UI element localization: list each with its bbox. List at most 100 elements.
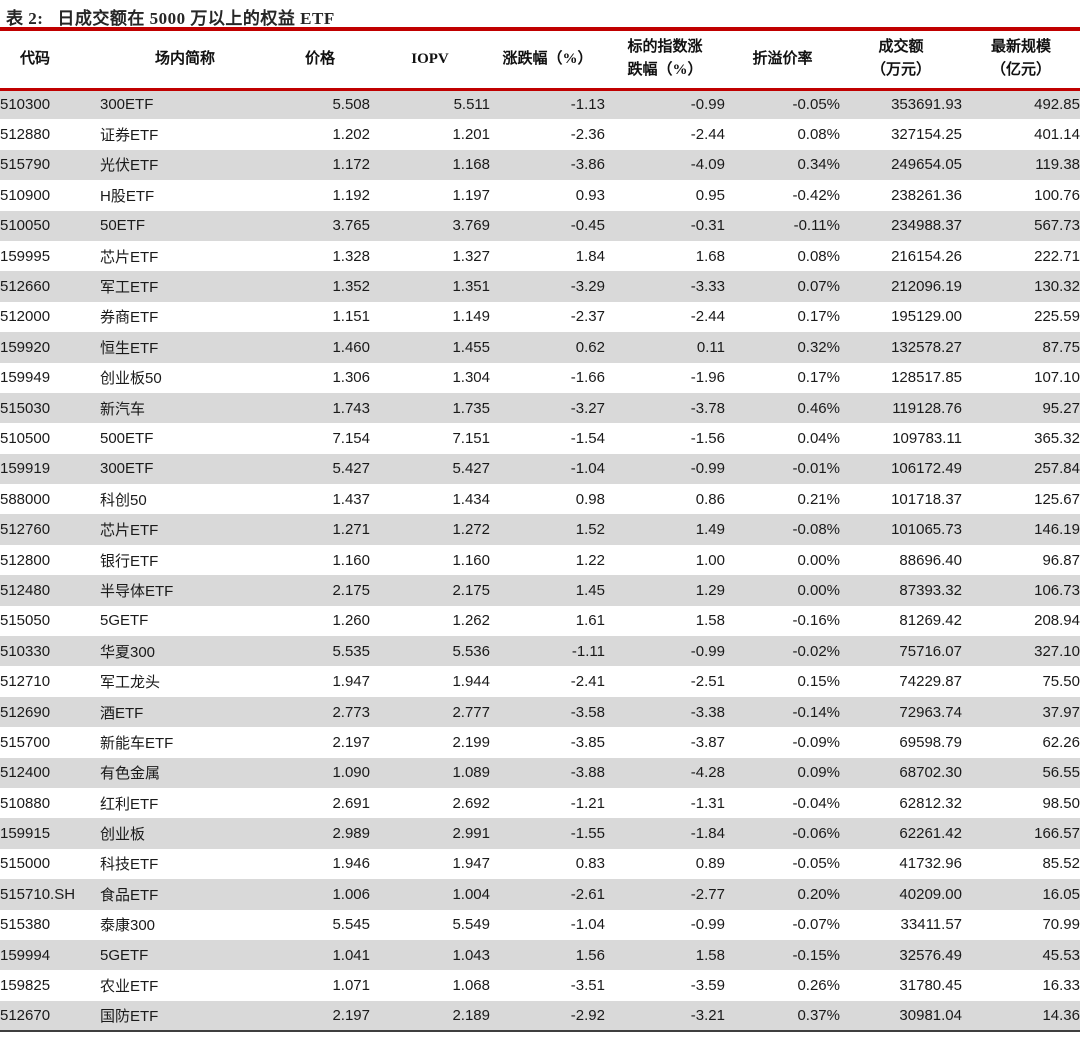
cell-idx: 0.11 [696,338,725,356]
cell-turn: 327154.25 [891,126,962,144]
cell-prem: -0.06% [792,825,840,843]
cell-chg: -3.29 [570,278,605,296]
cell-idx: -2.44 [690,308,725,326]
table-title: 表 2: 日成交额在 5000 万以上的权益 ETF [0,0,1080,28]
cell-idx: 0.95 [695,186,725,204]
cell-chg: -1.04 [570,460,605,478]
cell-name: 国防ETF [100,1007,159,1025]
cell-price: 5.545 [332,916,370,934]
cell-chg: -0.45 [570,217,605,235]
cell-chg: -3.85 [570,733,605,751]
table-row: 159919 300ETF 5.427 5.427 -1.04 -0.99 -0.01% 10… [0,453,1080,485]
cell-idx: -0.99 [690,916,725,934]
cell-idx: -1.96 [690,369,725,387]
table-row: 510500 500ETF 7.154 7.151 -1.54 -1.56 0.04% 109… [0,423,1080,453]
cell-turn: 74229.87 [899,673,962,691]
cell-price: 1.328 [332,247,370,265]
cell-aum: 16.33 [1042,977,1080,995]
cell-aum: 37.97 [1042,703,1080,721]
cell-code: 512880 [0,126,51,144]
table-row: 515030 新汽车 1.743 1.735 -3.27 -3.78 0.46% 119128… [0,392,1080,424]
table-row: 515700 新能车ETF 2.197 2.199 -3.85 -3.87 -0.09% 69… [0,727,1080,757]
cell-code: 512000 [0,308,51,326]
cell-chg: -2.37 [570,308,605,326]
cell-idx: 1.29 [695,581,725,599]
cell-iopv: 1.068 [452,977,490,995]
table-row: 512000 券商ETF 1.151 1.149 -2.37 -2.44 0.17% 1951… [0,302,1080,332]
cell-turn: 40209.00 [899,885,962,903]
cell-turn: 75716.07 [899,642,962,660]
table-row: 510330 华夏300 5.535 5.536 -1.11 -0.99 -0.02% 757… [0,636,1080,667]
cell-prem: 0.09% [797,764,840,782]
cell-name: 有色金属 [100,765,161,783]
column-header-aum: 最新规模 （亿元） [990,39,1051,79]
cell-code: 159920 [0,338,51,356]
header-row: 代码 场内简称 价格 IOPV 涨跌幅（%） 标的指数涨 跌幅（%） 折溢价率 成交额 （万元） 最… [0,31,1080,89]
table-row: 159915 创业板 2.989 2.991 -1.55 -1.84 -0.06% 62261… [0,818,1080,849]
cell-turn: 212096.19 [891,278,962,296]
cell-price: 1.071 [332,977,370,995]
cell-aum: 62.26 [1042,733,1080,751]
cell-code: 159994 [0,946,51,964]
cell-code: 588000 [0,490,51,508]
cell-name: 5GETF [100,612,149,630]
cell-iopv: 1.735 [452,399,490,417]
cell-turn: 69598.79 [899,733,962,751]
cell-iopv: 1.168 [452,156,490,174]
cell-code: 510500 [0,429,51,447]
cell-chg: -2.92 [570,1006,605,1024]
cell-name: 红利ETF [100,795,159,813]
cell-price: 2.175 [332,581,370,599]
cell-price: 5.427 [332,460,370,478]
cell-prem: 0.07% [797,278,840,296]
cell-chg: 0.98 [575,490,605,508]
cell-prem: 0.26% [797,977,840,995]
cell-turn: 33411.57 [900,916,962,934]
cell-code: 515030 [0,399,51,417]
cell-iopv: 5.427 [452,460,490,478]
cell-aum: 130.32 [1034,278,1080,296]
cell-iopv: 2.777 [452,703,490,721]
table-row: 512710 军工龙头 1.947 1.944 -2.41 -2.51 0.15% 74229… [0,666,1080,696]
cell-turn: 101065.73 [891,521,962,539]
cell-turn: 31780.45 [899,977,962,995]
cell-aum: 107.10 [1034,369,1080,387]
cell-idx: -1.31 [690,794,725,812]
cell-price: 2.197 [332,1006,370,1024]
cell-prem: -0.11% [793,217,840,235]
cell-idx: -0.99 [690,642,725,660]
cell-chg: -3.86 [570,156,605,174]
cell-iopv: 1.434 [452,490,490,508]
cell-price: 3.765 [332,217,370,235]
cell-chg: -1.04 [570,916,605,934]
cell-name: H股ETF [100,187,155,205]
cell-price: 1.090 [332,764,370,782]
cell-code: 512670 [0,1006,51,1024]
cell-prem: 0.34% [797,156,840,174]
table-row: 510300 300ETF 5.508 5.511 -1.13 -0.99 -0.05% 35… [0,89,1080,120]
cell-chg: 0.83 [575,855,605,873]
cell-idx: -2.77 [690,885,725,903]
cell-prem: 0.20% [797,885,840,903]
cell-price: 1.192 [332,186,370,204]
table-row: 510900 H股ETF 1.192 1.197 0.93 0.95 -0.42% 23826… [0,180,1080,210]
cell-aum: 70.99 [1042,916,1080,934]
cell-iopv: 5.536 [452,642,490,660]
cell-idx: -0.99 [690,460,725,478]
cell-idx: 0.86 [695,490,725,508]
table-row: 159920 恒生ETF 1.460 1.455 0.62 0.11 0.32% 132578… [0,332,1080,363]
cell-price: 1.202 [332,126,370,144]
cell-name: 芯片ETF [100,248,159,266]
cell-idx: 0.89 [695,855,725,873]
cell-name: 酒ETF [100,704,144,722]
cell-iopv: 1.160 [452,551,490,569]
cell-turn: 109783.11 [892,429,962,447]
cell-turn: 128517.85 [891,369,962,387]
cell-turn: 62812.32 [899,794,962,812]
table-row: 512880 证券ETF 1.202 1.201 -2.36 -2.44 0.08% 3271… [0,119,1080,149]
cell-idx: -1.56 [690,429,725,447]
cell-code: 515700 [0,733,51,751]
cell-aum: 257.84 [1034,460,1080,478]
cell-prem: 0.37% [797,1006,840,1024]
cell-aum: 106.73 [1034,581,1080,599]
